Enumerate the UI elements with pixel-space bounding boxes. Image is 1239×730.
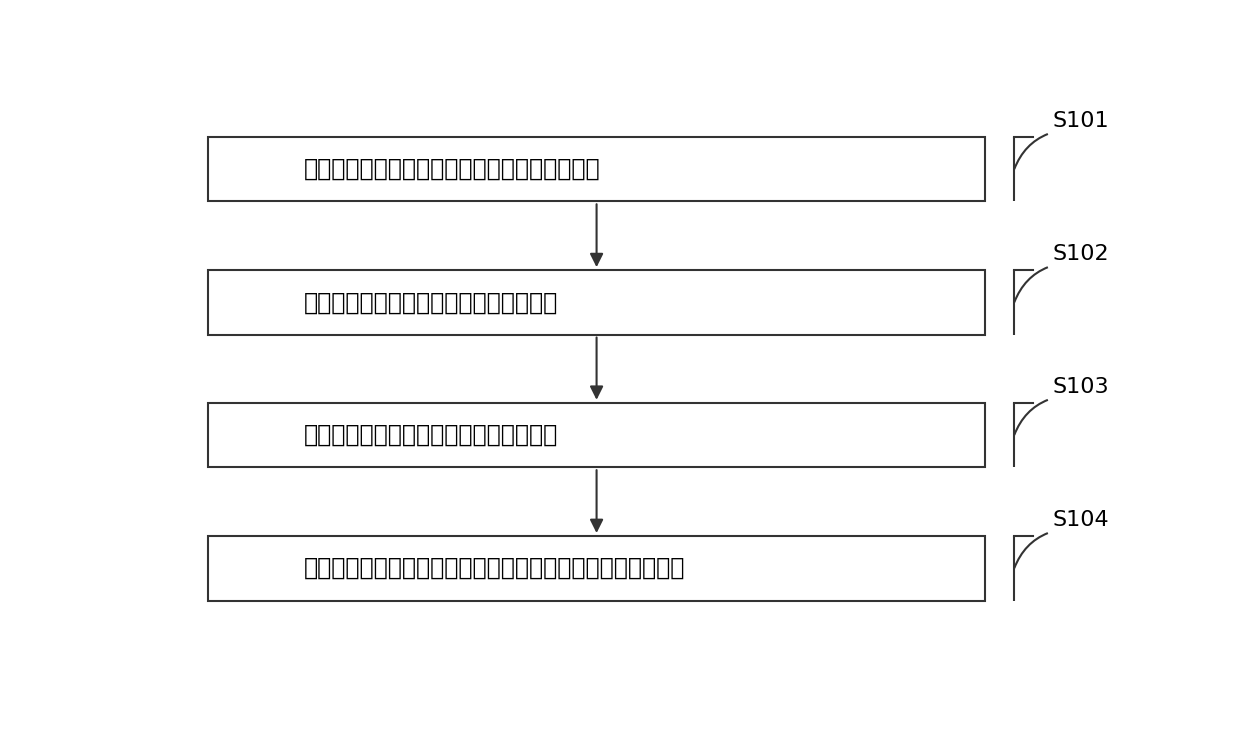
Text: S102: S102 xyxy=(1053,245,1109,264)
Text: 小麦蚕豆间作和蚕豆单作的土培及病原菌的接种: 小麦蚕豆间作和蚕豆单作的土培及病原菌的接种 xyxy=(304,157,601,181)
Text: S101: S101 xyxy=(1053,111,1109,131)
Text: 对根际土、根系分泌物的收集及病害调查: 对根际土、根系分泌物的收集及病害调查 xyxy=(304,291,558,315)
Text: S103: S103 xyxy=(1053,377,1109,397)
Text: S104: S104 xyxy=(1053,510,1109,530)
Text: 根系分泌物对枯萎病病原菌孢子萌发、菌丝生长和产孢的影响: 根系分泌物对枯萎病病原菌孢子萌发、菌丝生长和产孢的影响 xyxy=(304,556,685,580)
Bar xyxy=(208,270,985,334)
Text: 根系分泌物中糖、氨基酸和有机酸的测定: 根系分泌物中糖、氨基酸和有机酸的测定 xyxy=(304,423,558,447)
Bar xyxy=(208,137,985,201)
Bar xyxy=(208,403,985,467)
Bar xyxy=(208,536,985,601)
